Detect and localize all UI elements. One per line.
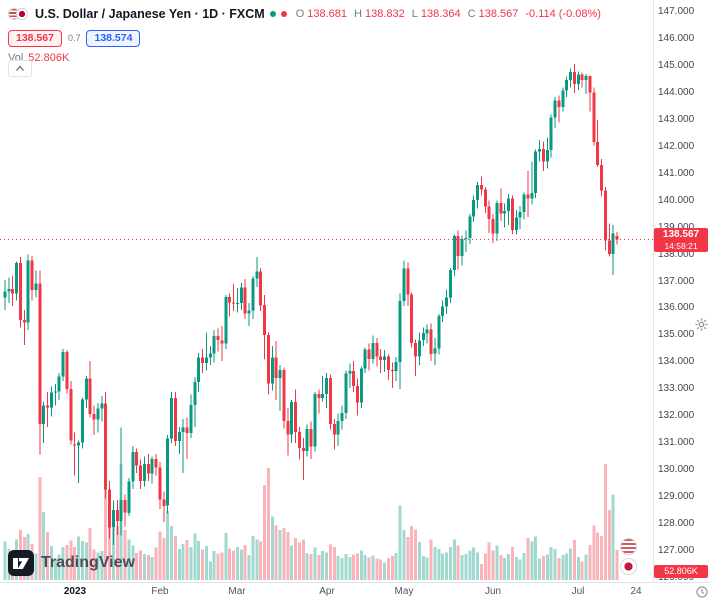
symbol-title[interactable]: U.S. Dollar / Japanese Yen · 1D · FXCM bbox=[35, 7, 265, 21]
volume-axis-label: 52.806K bbox=[654, 565, 708, 578]
close-value: 138.567 bbox=[478, 8, 519, 20]
price-tick-label: 136.000 bbox=[658, 302, 695, 314]
high-value: 138.832 bbox=[364, 8, 405, 20]
jpy-pane-flag-icon bbox=[620, 558, 637, 575]
high-label: H bbox=[354, 8, 362, 20]
price-tick-label: 137.000 bbox=[658, 275, 695, 287]
chevron-up-icon bbox=[15, 65, 25, 71]
volume-value: 52.806K bbox=[28, 52, 70, 64]
price-scale-settings-button[interactable] bbox=[695, 318, 709, 332]
tradingview-logo[interactable]: TradingView bbox=[8, 550, 135, 576]
instrument-logo-icon bbox=[8, 7, 30, 21]
time-tick-label: 2023 bbox=[63, 586, 87, 597]
price-tick-label: 144.000 bbox=[658, 86, 695, 98]
price-tick-label: 135.000 bbox=[658, 329, 695, 341]
price-tick-label: 140.000 bbox=[658, 194, 695, 206]
price-tick-label: 128.000 bbox=[658, 518, 695, 530]
notification-dot-icon[interactable] bbox=[280, 11, 287, 17]
price-tick-label: 141.000 bbox=[658, 167, 695, 179]
chart-legend: U.S. Dollar / Japanese Yen · 1D · FXCM O… bbox=[8, 5, 601, 64]
volume-indicator-legend: Vol 52.806K bbox=[8, 52, 601, 64]
tradingview-logo-text: TradingView bbox=[41, 554, 135, 571]
market-status-icon[interactable] bbox=[269, 11, 276, 17]
price-axis[interactable]: 147.000 146.000 145.000 144.000 143.000 142.0… bbox=[653, 0, 710, 583]
spread-value: 0.7 bbox=[67, 33, 81, 43]
time-tick-label: Apr bbox=[319, 586, 335, 597]
price-tick-label: 138.000 bbox=[658, 248, 695, 260]
low-value: 138.364 bbox=[420, 8, 461, 20]
price-tick-label: 127.000 bbox=[658, 545, 695, 556]
price-tick-label: 142.000 bbox=[658, 140, 695, 152]
time-tick-label: May bbox=[394, 586, 414, 597]
price-tick-label: 133.000 bbox=[658, 383, 695, 395]
close-label: C bbox=[467, 8, 476, 20]
gear-icon bbox=[695, 318, 708, 331]
candlestick-chart[interactable] bbox=[0, 0, 653, 582]
price-tick-label: 130.000 bbox=[658, 464, 695, 476]
time-tick-label: Jun bbox=[484, 586, 502, 597]
time-axis[interactable]: 2023 Feb Mar Apr May Jun Jul 24 bbox=[0, 582, 710, 600]
time-tick-label: Jul bbox=[571, 586, 585, 597]
pane-instrument-flags bbox=[620, 538, 640, 575]
bar-countdown: 14:58:21 bbox=[664, 240, 698, 251]
open-label: O bbox=[295, 8, 305, 20]
price-tick-label: 147.000 bbox=[658, 6, 695, 17]
price-tick-label: 146.000 bbox=[658, 32, 695, 44]
price-tick-label: 143.000 bbox=[658, 113, 695, 125]
tradingview-logo-icon bbox=[8, 550, 34, 576]
buy-price-button[interactable]: 138.574 bbox=[86, 29, 141, 47]
price-tick-label: 139.000 bbox=[658, 222, 708, 234]
collapse-legend-button[interactable] bbox=[8, 60, 32, 77]
clock-icon bbox=[696, 586, 708, 598]
time-tick-label: 24 bbox=[630, 586, 642, 597]
last-price-label: 138.567 14:58:21 bbox=[654, 227, 708, 252]
low-label: L bbox=[411, 8, 418, 20]
open-value: 138.681 bbox=[307, 8, 348, 20]
time-tick-label: Mar bbox=[228, 586, 246, 597]
ohlc-readout: O 138.681 H 138.832 L 138.364 C 138.567 -0.1… bbox=[296, 8, 601, 20]
price-tick-label: 132.000 bbox=[658, 410, 695, 422]
time-tick-label: Feb bbox=[151, 586, 169, 597]
price-tick-label: 145.000 bbox=[658, 59, 695, 71]
timezone-settings-button[interactable] bbox=[696, 585, 709, 598]
jpy-flag-icon bbox=[16, 8, 28, 20]
last-price-value: 138.567 bbox=[662, 228, 700, 240]
price-tick-label: 129.000 bbox=[658, 491, 695, 503]
change-value: -0.114 (-0.08%) bbox=[525, 8, 601, 20]
sell-price-button[interactable]: 138.567 bbox=[8, 29, 62, 47]
price-tick-label: 134.000 bbox=[658, 356, 695, 368]
chart-pane[interactable] bbox=[0, 0, 653, 582]
price-tick-label: 131.000 bbox=[658, 437, 695, 449]
usd-pane-flag-icon bbox=[620, 538, 637, 555]
